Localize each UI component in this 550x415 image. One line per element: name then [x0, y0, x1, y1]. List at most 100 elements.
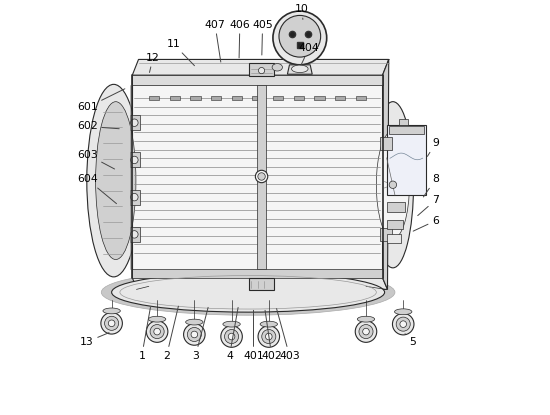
Ellipse shape: [372, 102, 414, 268]
Text: 13: 13: [80, 333, 109, 347]
Polygon shape: [134, 132, 381, 141]
Text: 403: 403: [277, 309, 300, 361]
Polygon shape: [134, 201, 381, 210]
Bar: [387, 202, 405, 212]
Ellipse shape: [266, 333, 272, 340]
Bar: [190, 96, 201, 100]
Text: 2: 2: [163, 306, 178, 361]
Polygon shape: [134, 193, 381, 201]
Ellipse shape: [131, 193, 138, 201]
Ellipse shape: [396, 317, 410, 331]
Polygon shape: [288, 65, 312, 74]
Text: 9: 9: [427, 138, 439, 156]
Bar: [314, 96, 324, 100]
Text: 604: 604: [77, 174, 117, 204]
Ellipse shape: [272, 63, 283, 71]
Bar: [399, 119, 408, 125]
Ellipse shape: [258, 326, 279, 347]
Ellipse shape: [394, 309, 412, 315]
Text: 407: 407: [205, 20, 225, 62]
Polygon shape: [134, 115, 381, 124]
Polygon shape: [134, 184, 381, 193]
Polygon shape: [134, 210, 381, 219]
Ellipse shape: [358, 316, 375, 322]
Ellipse shape: [393, 313, 414, 335]
Text: 3: 3: [192, 308, 208, 361]
Ellipse shape: [260, 321, 278, 327]
Text: 4: 4: [226, 308, 238, 361]
Polygon shape: [381, 137, 392, 150]
Bar: [387, 234, 401, 243]
Ellipse shape: [131, 231, 138, 238]
Ellipse shape: [101, 312, 123, 334]
Ellipse shape: [362, 328, 369, 335]
Ellipse shape: [400, 321, 406, 327]
Text: 401: 401: [243, 310, 264, 361]
Bar: [211, 96, 221, 100]
Polygon shape: [130, 227, 140, 242]
Ellipse shape: [258, 173, 265, 180]
Polygon shape: [130, 115, 140, 130]
Polygon shape: [133, 75, 383, 85]
Polygon shape: [134, 167, 381, 176]
Polygon shape: [133, 75, 383, 278]
Polygon shape: [383, 59, 389, 289]
Polygon shape: [134, 219, 381, 227]
Ellipse shape: [108, 320, 115, 327]
Bar: [149, 96, 159, 100]
Bar: [273, 96, 283, 100]
Bar: [249, 63, 274, 76]
Polygon shape: [133, 59, 389, 75]
Polygon shape: [133, 269, 383, 278]
Ellipse shape: [131, 156, 138, 164]
Polygon shape: [134, 98, 381, 107]
Polygon shape: [134, 176, 381, 184]
Ellipse shape: [292, 65, 308, 73]
Bar: [294, 96, 304, 100]
Ellipse shape: [279, 15, 321, 57]
Text: 602: 602: [77, 122, 119, 132]
Bar: [169, 96, 180, 100]
Ellipse shape: [146, 321, 168, 342]
Ellipse shape: [131, 119, 138, 127]
Polygon shape: [133, 278, 388, 289]
Text: 10: 10: [295, 4, 309, 20]
Ellipse shape: [150, 325, 164, 339]
Ellipse shape: [87, 84, 141, 277]
Polygon shape: [134, 236, 381, 244]
Polygon shape: [134, 149, 381, 158]
Ellipse shape: [359, 325, 373, 339]
Ellipse shape: [376, 131, 409, 239]
Ellipse shape: [103, 308, 120, 314]
Ellipse shape: [191, 331, 197, 338]
Polygon shape: [134, 158, 381, 167]
Ellipse shape: [389, 181, 397, 188]
Text: 6: 6: [413, 216, 439, 231]
Text: 603: 603: [77, 149, 114, 169]
Polygon shape: [381, 228, 392, 241]
Polygon shape: [134, 141, 381, 149]
Ellipse shape: [221, 326, 243, 347]
Bar: [389, 127, 424, 134]
Bar: [232, 96, 242, 100]
Bar: [387, 125, 426, 195]
Ellipse shape: [188, 327, 201, 342]
Text: 1: 1: [139, 308, 151, 361]
Text: 601: 601: [77, 89, 125, 112]
Ellipse shape: [101, 269, 395, 315]
Polygon shape: [130, 190, 140, 205]
Text: 406: 406: [229, 20, 250, 58]
Text: 11: 11: [167, 39, 195, 66]
Text: 402: 402: [261, 310, 282, 361]
Ellipse shape: [228, 333, 235, 340]
Ellipse shape: [262, 330, 276, 344]
Ellipse shape: [224, 330, 239, 344]
Ellipse shape: [96, 102, 136, 259]
Polygon shape: [134, 227, 381, 236]
Bar: [356, 96, 366, 100]
Text: 8: 8: [424, 174, 439, 197]
Text: 404: 404: [299, 43, 320, 65]
Bar: [387, 220, 403, 229]
Ellipse shape: [273, 11, 327, 65]
Ellipse shape: [223, 321, 240, 327]
